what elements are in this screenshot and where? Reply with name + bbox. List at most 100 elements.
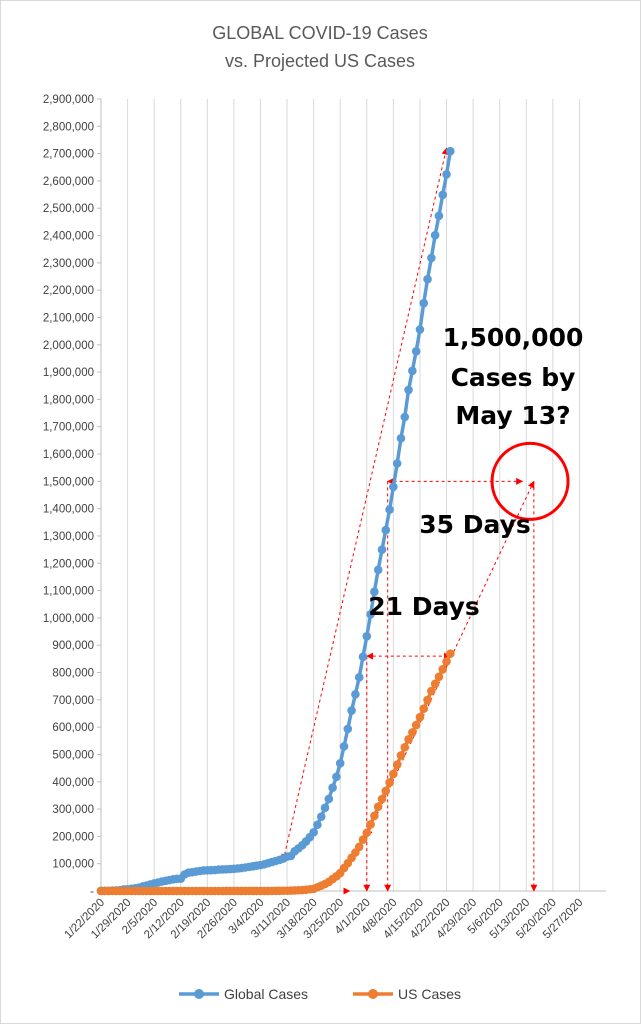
series-1-point [366, 820, 375, 829]
series-1-point [419, 704, 429, 713]
y-tick-label: 900,000 [52, 640, 94, 652]
series-1-point [354, 842, 364, 852]
annotation-arrows [281, 147, 570, 892]
y-tick-label: 2,400,000 [43, 231, 94, 243]
series-0-point [385, 505, 394, 514]
chart-title-line-1: GLOBAL COVID-19 Cases [212, 23, 427, 43]
series-1-point [396, 751, 406, 760]
series-0-point [442, 169, 451, 179]
y-tick-label: 2,200,000 [43, 285, 94, 297]
series-1-point [385, 778, 394, 787]
series-0-point [408, 366, 417, 376]
y-tick-label: 2,900,000 [43, 94, 94, 106]
y-tick-label: 1,600,000 [43, 449, 94, 461]
y-tick-label: 1,500,000 [43, 476, 94, 488]
series-1-point [423, 695, 432, 705]
series-0-point [370, 587, 379, 597]
annotation-1500000-line3: May 13? [455, 401, 570, 430]
annotation-1500000-line2: Cases by [451, 363, 576, 392]
y-tick-label: 1,700,000 [43, 422, 94, 434]
series-1-point [370, 811, 379, 821]
series-1-point [446, 649, 455, 658]
series-0-point [389, 482, 398, 492]
series-0-point [366, 610, 375, 619]
y-tick-label: 1,300,000 [43, 531, 94, 543]
y-axis-ticks: - 100,000 200,000 300,000 400,000 500,000 600,… [43, 94, 101, 898]
series-1-point [404, 735, 413, 744]
arrow-diagonal-global [281, 147, 449, 862]
series-0-point [335, 758, 345, 768]
y-tick-label: 500,000 [52, 749, 94, 761]
series-0-point [362, 632, 372, 641]
series-0-point [377, 545, 387, 554]
series-0-point [427, 253, 436, 263]
series-1-point [411, 720, 421, 730]
legend-marker-us [368, 989, 378, 999]
y-tick-label: 2,500,000 [43, 203, 94, 215]
legend-marker-global [194, 989, 204, 999]
y-tick-label: 300,000 [52, 804, 94, 816]
annotation-35-days: 35 Days [419, 510, 531, 539]
legend-label-us: US Cases [398, 986, 461, 1002]
y-tick-label: 700,000 [52, 695, 94, 707]
y-tick-label: 1,900,000 [43, 367, 94, 379]
series-0-point [339, 742, 349, 751]
series-0-point [423, 274, 432, 284]
y-tick-label: 1,000,000 [43, 613, 94, 625]
series-0-point [434, 211, 444, 221]
series-0-point [446, 146, 455, 156]
series-line-0 [100, 150, 453, 893]
series-line-1 [101, 652, 452, 893]
annotation-labels: 1,500,000 Cases by May 13? 35 Days 21 Da… [368, 323, 583, 621]
y-tick-label: 2,700,000 [43, 149, 94, 161]
series-0-point [351, 690, 360, 699]
annotation-1500000-line1: 1,500,000 [443, 323, 584, 352]
series-1-point [362, 828, 372, 838]
series-1-point [389, 769, 398, 779]
series-1-point [408, 728, 417, 737]
series-0-point [332, 772, 341, 782]
series-0-point [438, 190, 448, 200]
axes [100, 99, 606, 892]
y-tick-label: 800,000 [52, 668, 94, 680]
series-0-point [411, 346, 421, 356]
y-tick-label: 200,000 [52, 831, 94, 843]
y-tick-label: 2,000,000 [43, 340, 94, 352]
series-0-point [316, 812, 326, 821]
series-0-point [373, 565, 383, 575]
series-1-point [358, 835, 368, 844]
y-tick-label: 2,100,000 [43, 312, 94, 324]
y-tick-label: 1,100,000 [43, 586, 94, 598]
y-tick-label: 2,300,000 [43, 258, 94, 270]
series-layer [96, 146, 455, 896]
series-1-point [430, 679, 440, 689]
arrow-diagonal-us [366, 480, 535, 838]
y-tick-label: 2,800,000 [43, 121, 94, 133]
series-0-point [419, 298, 429, 308]
series-1-point [400, 742, 410, 752]
y-tick-label: 1,400,000 [43, 504, 94, 516]
series-0-point [415, 325, 425, 334]
series-0-point [381, 525, 391, 535]
series-1-point [392, 760, 402, 769]
series-0-point [324, 794, 334, 804]
y-tick-label: 100,000 [52, 859, 94, 871]
series-0-point [400, 412, 410, 422]
grid-lines [100, 99, 580, 891]
series-1-point [377, 794, 387, 804]
series-1-point [434, 672, 444, 682]
series-0-point [320, 803, 330, 813]
series-0-point [347, 706, 356, 715]
series-1-point [381, 786, 391, 796]
series-1-point [442, 657, 451, 666]
annotation-21-days: 21 Days [368, 592, 480, 621]
series-0-point [313, 820, 322, 830]
series-0-point [392, 459, 402, 468]
series-0-point [404, 385, 413, 395]
chart-title-line-2: vs. Projected US Cases [225, 51, 415, 71]
series-1-point [373, 802, 383, 812]
series-0-point [309, 828, 318, 837]
highlight-circle [490, 441, 570, 521]
